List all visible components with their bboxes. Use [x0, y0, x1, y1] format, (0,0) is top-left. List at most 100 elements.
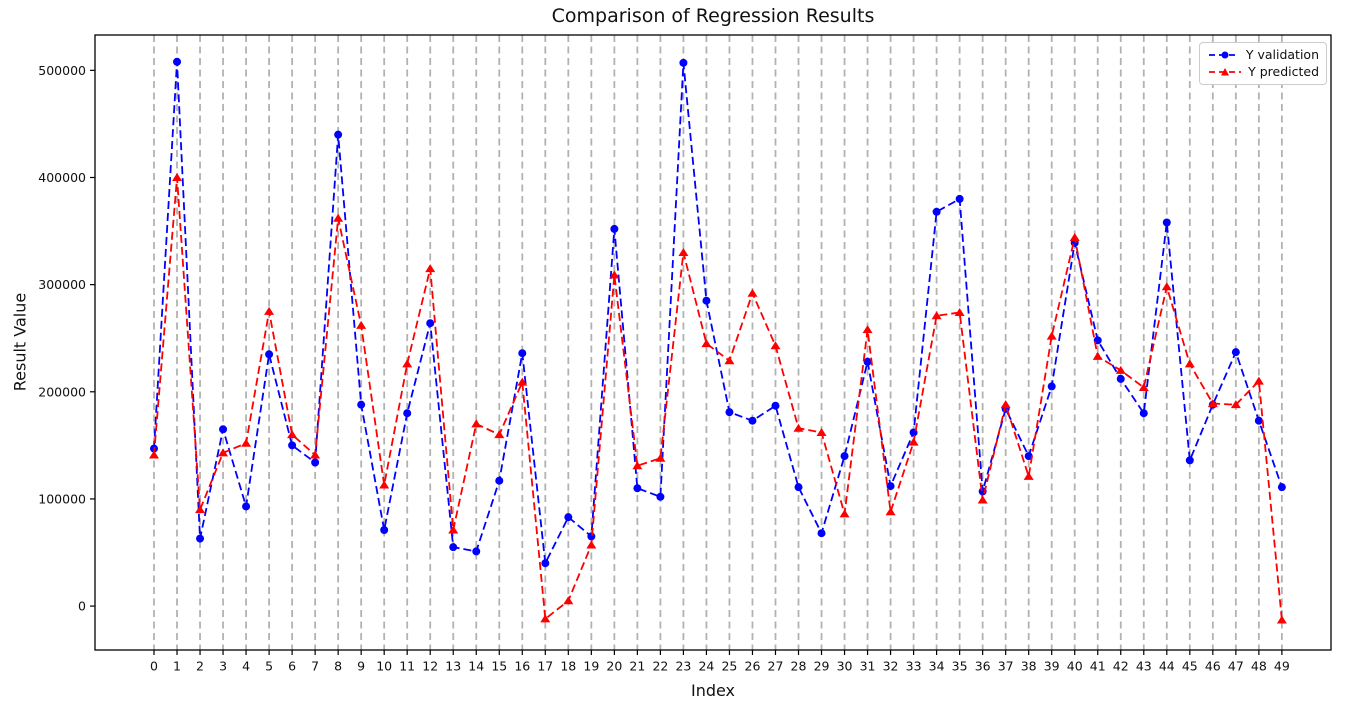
x-tick-label: 17	[537, 659, 553, 674]
data-point-marker	[494, 430, 505, 439]
x-tick-label: 32	[883, 659, 899, 674]
x-tick-label: 9	[357, 659, 365, 674]
data-point-marker	[863, 357, 872, 366]
data-point-marker	[1253, 376, 1264, 385]
x-tick-label: 46	[1205, 659, 1221, 674]
data-point-marker	[356, 320, 367, 329]
data-point-marker	[1092, 351, 1103, 360]
x-tick-label: 21	[629, 659, 645, 674]
x-tick-label: 19	[583, 659, 599, 674]
y-tick-label: 100000	[38, 491, 86, 506]
y-tick-label: 400000	[38, 170, 86, 185]
data-point-marker	[380, 526, 389, 534]
data-point-marker	[518, 349, 527, 358]
data-point-marker	[770, 341, 781, 350]
legend-entry-validation: Y validation	[1207, 47, 1319, 62]
data-point-marker	[379, 480, 390, 489]
data-point-marker	[563, 596, 574, 605]
data-point-marker	[1184, 359, 1195, 368]
x-axis-label: Index	[690, 681, 736, 700]
x-tick-label: 28	[791, 659, 807, 674]
data-point-marker	[173, 57, 182, 66]
x-tick-label: 47	[1228, 659, 1244, 674]
x-tick-label: 22	[652, 659, 668, 674]
x-tick-label: 25	[721, 659, 737, 674]
x-tick-label: 13	[445, 659, 461, 674]
data-point-marker	[564, 513, 573, 522]
data-point-marker	[448, 525, 459, 534]
data-point-marker	[1047, 382, 1056, 391]
x-tick-label: 48	[1251, 659, 1267, 674]
data-point-marker	[678, 248, 689, 256]
x-tick-label: 33	[906, 659, 922, 674]
x-tick-label: 44	[1159, 659, 1175, 674]
data-point-marker	[586, 540, 597, 549]
x-tick-label: 40	[1067, 659, 1083, 674]
legend: Y validation Y predicted	[1199, 42, 1327, 85]
data-point-marker	[1069, 233, 1080, 241]
data-point-marker	[748, 416, 757, 425]
data-point-marker	[587, 532, 596, 541]
legend-label: Y predicted	[1248, 64, 1319, 79]
data-point-marker	[471, 419, 482, 428]
data-point-marker	[816, 428, 827, 436]
x-tick-label: 49	[1274, 659, 1290, 674]
x-tick-label: 4	[242, 659, 250, 674]
data-point-marker	[1023, 471, 1034, 480]
x-tick-label: 23	[675, 659, 691, 674]
data-point-marker	[517, 377, 528, 386]
legend-entry-predicted: Y predicted	[1207, 64, 1319, 79]
data-point-marker	[955, 194, 964, 203]
data-point-marker	[725, 408, 734, 417]
data-point-marker	[241, 438, 252, 447]
x-tick-label: 14	[468, 659, 484, 674]
data-point-marker	[403, 409, 412, 418]
x-tick-label: 0	[150, 659, 158, 674]
x-tick-label: 11	[399, 659, 415, 674]
data-point-marker	[794, 483, 803, 492]
x-tick-label: 37	[998, 659, 1014, 674]
x-tick-label: 1	[173, 659, 181, 674]
data-point-marker	[264, 306, 275, 315]
x-tick-label: 10	[376, 659, 392, 674]
data-point-marker	[449, 543, 458, 552]
x-tick-label: 7	[311, 659, 319, 674]
data-point-marker	[541, 559, 550, 568]
x-tick-label: 24	[698, 659, 714, 674]
data-point-marker	[932, 207, 941, 216]
y-tick-label: 0	[78, 599, 86, 614]
data-point-marker	[747, 288, 758, 297]
x-tick-label: 42	[1113, 659, 1129, 674]
x-tick-label: 31	[860, 659, 876, 674]
x-tick-label: 5	[265, 659, 273, 674]
data-point-marker	[862, 325, 873, 334]
x-tick-label: 27	[768, 659, 784, 674]
data-point-marker	[1185, 456, 1194, 465]
data-point-marker	[1277, 483, 1286, 492]
y-tick-label: 500000	[38, 63, 86, 78]
data-point-marker	[724, 356, 735, 365]
data-point-marker	[472, 547, 481, 556]
legend-swatch	[1209, 51, 1239, 58]
data-point-marker	[656, 492, 665, 501]
x-tick-label: 29	[814, 659, 830, 674]
data-point-marker	[242, 502, 251, 511]
data-point-marker	[702, 296, 711, 305]
legend-label: Y validation	[1245, 47, 1319, 62]
data-point-marker	[1024, 452, 1033, 461]
data-point-marker	[219, 425, 228, 434]
data-point-marker	[1115, 365, 1126, 374]
data-point-marker	[701, 339, 712, 348]
x-tick-label: 30	[837, 659, 853, 674]
y-tick-label: 200000	[38, 384, 86, 399]
x-tick-label: 34	[929, 659, 945, 674]
data-point-marker	[540, 614, 551, 623]
data-point-marker	[977, 495, 988, 504]
x-tick-label: 38	[1021, 659, 1037, 674]
x-tick-label: 43	[1136, 659, 1152, 674]
x-tick-label: 12	[422, 659, 438, 674]
data-point-marker	[195, 505, 206, 514]
data-point-marker	[425, 264, 436, 273]
